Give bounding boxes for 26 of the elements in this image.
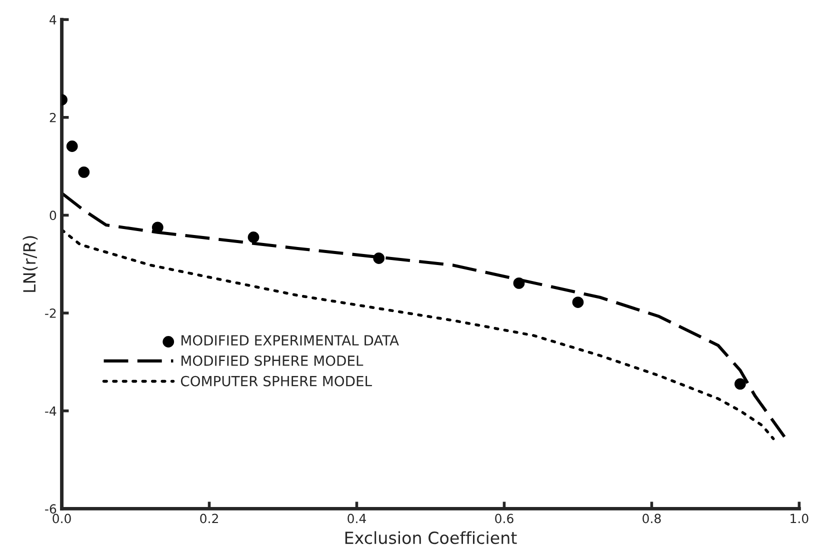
point bbox=[78, 166, 90, 178]
point bbox=[572, 296, 584, 308]
x-tick-label: 0.0 bbox=[52, 514, 71, 524]
y-axis-title: LN(r/R) bbox=[22, 236, 38, 292]
y-tick-label: 0 bbox=[50, 210, 56, 220]
legend-label: MODIFIED EXPERIMENTAL DATA bbox=[182, 335, 399, 346]
line-series bbox=[62, 192, 786, 438]
point bbox=[513, 278, 525, 289]
x-axis-title: Exclusion Coefficient bbox=[345, 531, 517, 544]
legend-label: MODIFIED SPHERE MODEL bbox=[182, 355, 364, 366]
point bbox=[248, 232, 260, 243]
x-tick-label: 0.2 bbox=[200, 514, 218, 524]
y-tick-label: -6 bbox=[45, 504, 56, 514]
line-series bbox=[62, 228, 775, 440]
point bbox=[373, 252, 385, 264]
x-tick-label: 0.6 bbox=[495, 514, 514, 524]
legend-label: COMPUTER SPHERE MODEL bbox=[180, 376, 372, 386]
y-tick-label: -4 bbox=[45, 406, 56, 416]
x-tick-label: 0.8 bbox=[642, 514, 661, 524]
x-tick-label: 0.4 bbox=[348, 514, 366, 524]
y-tick-label: 4 bbox=[50, 15, 56, 24]
point bbox=[66, 140, 78, 152]
y-tick-label: -2 bbox=[45, 308, 56, 318]
x-tick-label: 1.0 bbox=[790, 514, 808, 524]
point bbox=[734, 378, 746, 390]
y-tick-label: 2 bbox=[50, 112, 56, 122]
